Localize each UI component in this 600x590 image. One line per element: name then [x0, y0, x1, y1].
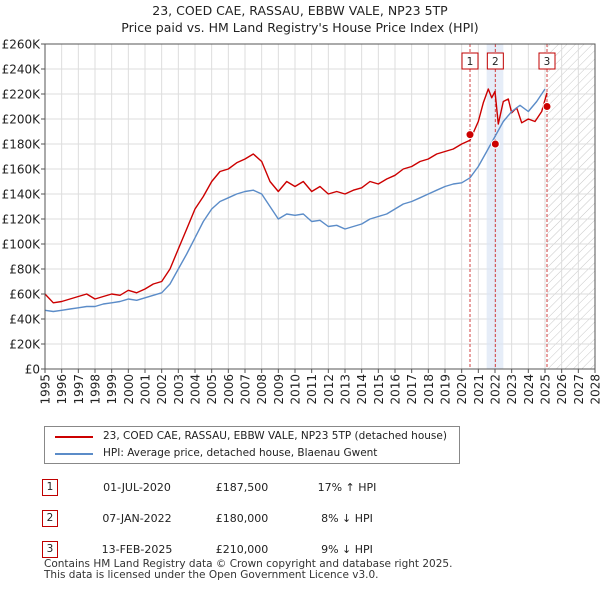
- x-tick-label: 1996: [55, 374, 69, 405]
- x-tick-label: 2027: [572, 374, 586, 405]
- x-tick-label: 2025: [539, 374, 553, 405]
- y-tick-label: £80K: [9, 263, 41, 277]
- x-tick-label: 2010: [289, 374, 303, 405]
- x-tick-label: 1998: [89, 374, 103, 405]
- transaction-date: 07-JAN-2022: [102, 512, 172, 525]
- y-tick-label: £220K: [2, 88, 42, 102]
- y-tick-label: £260K: [2, 38, 42, 52]
- transaction-hpi-diff: 17% ↑ HPI: [317, 481, 377, 494]
- x-tick-label: 2007: [239, 374, 253, 405]
- series-line-property: [44, 88, 548, 304]
- y-tick-label: £20K: [9, 338, 41, 352]
- transaction-price: £187,500: [215, 481, 269, 494]
- y-tick-label: £140K: [2, 188, 42, 202]
- legend: 23, COED CAE, RASSAU, EBBW VALE, NP23 5T…: [44, 426, 460, 464]
- y-tick-label: £160K: [2, 163, 42, 177]
- x-tick-label: 2008: [255, 374, 269, 405]
- x-tick-label: 2012: [322, 374, 336, 405]
- legend-item-hpi: HPI: Average price, detached house, Blae…: [45, 445, 459, 462]
- transaction-hpi-diff: 9% ↓ HPI: [321, 543, 373, 556]
- transaction-number: 1: [42, 479, 58, 496]
- x-tick-label: 2028: [589, 374, 600, 405]
- plot-frame: [44, 43, 596, 370]
- y-tick-label: £120K: [2, 213, 42, 227]
- transaction-number: 2: [42, 510, 58, 527]
- x-tick-label: 1997: [72, 374, 86, 405]
- transaction-number: 3: [42, 541, 58, 558]
- footer-copyright: Contains HM Land Registry data © Crown c…: [44, 558, 453, 570]
- x-tick-label: 2019: [439, 374, 453, 405]
- x-tick-label: 2023: [505, 374, 519, 405]
- x-tick-label: 2016: [389, 374, 403, 405]
- transaction-hpi-diff: 8% ↓ HPI: [321, 512, 373, 525]
- x-tick-label: 2022: [489, 374, 503, 405]
- sale-point: [542, 102, 552, 111]
- sale-tag-label: 2: [492, 56, 499, 68]
- x-tick-label: 2005: [205, 374, 219, 405]
- sale-tag-label: 3: [544, 56, 551, 68]
- x-tick-label: 2026: [555, 374, 569, 405]
- x-tick-label: 1995: [39, 374, 53, 405]
- legend-swatch-hpi: [55, 453, 93, 455]
- x-tick-label: 2014: [355, 374, 369, 405]
- legend-label-property: 23, COED CAE, RASSAU, EBBW VALE, NP23 5T…: [103, 430, 447, 442]
- x-tick-label: 2002: [155, 374, 169, 405]
- future-hatch: [547, 44, 595, 369]
- sale-point: [490, 139, 500, 149]
- price-chart: 1 2 3 £0 £20K £40K £60K £80K £100K £120K £140K £16…: [2, 38, 600, 405]
- y-tick-label: £100K: [2, 238, 42, 252]
- y-tick-label: £240K: [2, 63, 42, 77]
- legend-item-property: 23, COED CAE, RASSAU, EBBW VALE, NP23 5T…: [45, 428, 459, 445]
- sale-tag-label: 1: [467, 56, 474, 68]
- y-tick-label: £0: [25, 363, 40, 377]
- x-tick-label: 2024: [522, 374, 536, 405]
- x-tick-label: 1999: [105, 374, 119, 405]
- sale-tag: [486, 52, 504, 70]
- x-tick-label: 2001: [139, 374, 153, 405]
- x-tick-label: 2000: [122, 374, 136, 405]
- transaction-date: 01-JUL-2020: [103, 481, 171, 494]
- legend-swatch-property: [55, 436, 93, 438]
- x-tick-label: 2018: [422, 374, 436, 405]
- chart-title: 23, COED CAE, RASSAU, EBBW VALE, NP23 5T…: [152, 3, 448, 18]
- x-tick-label: 2020: [455, 374, 469, 405]
- footer-licence: This data is licensed under the Open Gov…: [44, 569, 379, 581]
- transaction-price: £210,000: [215, 543, 269, 556]
- y-tick-label: £180K: [2, 138, 42, 152]
- x-tick-label: 2021: [472, 374, 486, 405]
- x-tick-label: 2013: [339, 374, 353, 405]
- x-tick-label: 2011: [305, 374, 319, 405]
- table-row: 3 13-FEB-2025 £210,000 9% ↓ HPI: [42, 534, 402, 565]
- x-tick-label: 2004: [189, 374, 203, 405]
- series-line-hpi: [44, 88, 546, 313]
- legend-label-hpi: HPI: Average price, detached house, Blae…: [103, 447, 378, 459]
- x-tick-label: 2006: [222, 374, 236, 405]
- x-tick-label: 2015: [372, 374, 386, 405]
- x-tick-label: 2003: [172, 374, 186, 405]
- transaction-date: 13-FEB-2025: [101, 543, 173, 556]
- transactions-table: 1 01-JUL-2020 £187,500 17% ↑ HPI 2 07-JA…: [42, 472, 402, 565]
- chart-subtitle: Price paid vs. HM Land Registry's House …: [121, 20, 479, 35]
- footer: Contains HM Land Registry data © Crown c…: [44, 559, 452, 581]
- y-tick-label: £60K: [9, 288, 41, 302]
- y-tick-label: £40K: [9, 313, 41, 327]
- x-tick-label: 2017: [405, 374, 419, 405]
- y-tick-label: £200K: [2, 113, 42, 127]
- sale-tag: [538, 52, 556, 70]
- x-tick-label: 2009: [272, 374, 286, 405]
- transaction-price: £180,000: [215, 512, 269, 525]
- table-row: 2 07-JAN-2022 £180,000 8% ↓ HPI: [42, 503, 402, 534]
- sale-point: [465, 130, 475, 140]
- sale-tag: [461, 52, 479, 70]
- table-row: 1 01-JUL-2020 £187,500 17% ↑ HPI: [42, 472, 402, 503]
